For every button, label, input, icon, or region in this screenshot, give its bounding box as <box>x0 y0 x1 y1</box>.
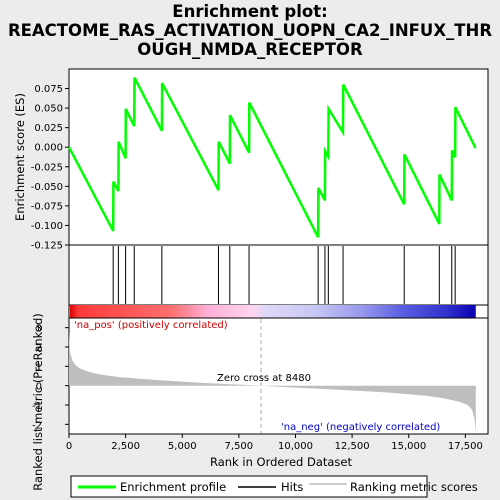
es-y-tick-label: 0.050 <box>34 104 63 115</box>
legend-metric-label: Ranking metric scores <box>350 480 478 494</box>
legend-enrichment-label: Enrichment profile <box>120 480 226 494</box>
metric-y-axis-label: Ranked list metric (PreRanked) <box>31 313 45 491</box>
x-tick-label: 15,000 <box>391 441 426 452</box>
es-y-tick-label: -0.025 <box>31 162 63 173</box>
es-y-tick-label: -0.125 <box>31 241 63 252</box>
metric-y-tick-label: 0 <box>36 382 42 393</box>
ranking-metric-area <box>69 331 476 433</box>
chart-title-line: Enrichment plot: <box>172 2 328 21</box>
na-pos-label: 'na_pos' (positively correlated) <box>74 320 228 331</box>
metric-y-tick-label: -2 <box>32 420 42 431</box>
metric-y-tick-label: 3 <box>36 324 42 335</box>
x-tick-label: 17,500 <box>448 441 483 452</box>
enrichment-profile-line <box>67 77 477 238</box>
hits-plot-area <box>68 244 489 306</box>
es-y-tick-label: 0.025 <box>34 123 63 134</box>
legend: Enrichment profile Hits Ranking metric s… <box>70 475 478 498</box>
es-y-tick-label: -0.075 <box>31 201 63 212</box>
ranking-color-bar <box>68 304 489 319</box>
es-y-tick-label: 0.075 <box>34 84 63 95</box>
es-y-axis-label: Enrichment score (ES) <box>13 93 27 221</box>
x-tick-label: 0 <box>66 441 72 452</box>
es-y-tick-label: -0.050 <box>31 182 63 193</box>
hits-panel <box>68 244 489 306</box>
metric-panel: 3 2 1 0 -1 -2 0 2,500 5,000 7,500 10,000 12,500 15,… <box>31 313 489 491</box>
x-tick-label: 5,000 <box>168 441 197 452</box>
x-tick-label: 12,500 <box>335 441 370 452</box>
es-panel: 0.075 0.050 0.025 0.000 -0.025 -0.050 -0.075 -0… <box>13 68 489 252</box>
x-axis-label: Rank in Ordered Dataset <box>210 455 353 469</box>
es-y-tick-label: 0.000 <box>34 143 63 154</box>
chart-title-line: OUGH_NMDA_RECEPTOR <box>137 40 363 59</box>
x-tick-label: 2,500 <box>111 441 140 452</box>
ranking-gradient <box>70 305 476 318</box>
na-neg-label: 'na_neg' (negatively correlated) <box>281 422 440 433</box>
legend-hits-label: Hits <box>281 480 303 494</box>
metric-y-tick-label: -1 <box>32 401 42 412</box>
zero-cross-label: Zero cross at 8480 <box>217 373 311 384</box>
metric-plot-area <box>68 317 489 435</box>
metric-y-tick-label: 2 <box>36 343 42 354</box>
es-y-tick-label: -0.100 <box>31 221 63 232</box>
chart-title-line: REACTOME_RAS_ACTIVATION_UOPN_CA2_INFUX_T… <box>7 21 493 40</box>
metric-y-tick-label: 1 <box>36 362 42 373</box>
x-tick-label: 10,000 <box>278 441 313 452</box>
chart-title: Enrichment plot: REACTOME_RAS_ACTIVATION… <box>0 2 500 59</box>
x-tick-label: 7,500 <box>225 441 254 452</box>
